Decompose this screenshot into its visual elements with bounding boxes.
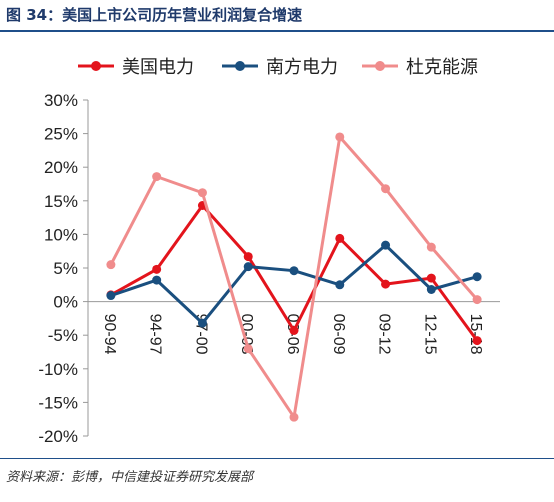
x-tick-label: 90-94 xyxy=(101,314,118,355)
legend-swatch-marker xyxy=(375,61,385,71)
data-point xyxy=(106,260,116,270)
data-point xyxy=(243,344,253,354)
data-point xyxy=(106,291,116,301)
source-note: 资料来源：彭博，中信建投证券研究发展部 xyxy=(6,470,254,485)
legend-label: 南方电力 xyxy=(266,57,338,78)
data-point xyxy=(197,318,207,328)
data-point xyxy=(152,264,162,274)
y-tick-label: -5% xyxy=(48,326,78,345)
y-tick-label: 0% xyxy=(53,293,78,312)
x-tick-label: 94-97 xyxy=(147,314,164,355)
data-point xyxy=(426,242,436,252)
data-point xyxy=(289,325,299,335)
data-point xyxy=(152,275,162,285)
data-point xyxy=(381,240,391,250)
data-point xyxy=(197,188,207,198)
data-point xyxy=(335,132,345,142)
data-point xyxy=(426,273,436,283)
y-tick-label: -20% xyxy=(38,427,78,446)
y-tick-label: 20% xyxy=(44,158,78,177)
data-point xyxy=(381,279,391,289)
legend-swatch-marker xyxy=(235,61,245,71)
x-tick-label: 09-12 xyxy=(376,314,393,355)
data-point xyxy=(426,285,436,295)
x-tick-label: 06-09 xyxy=(330,314,347,355)
chart-figure-title: 图 34：美国上市公司历年营业利润复合增速 xyxy=(6,6,303,24)
data-point xyxy=(289,412,299,422)
y-tick-label: -10% xyxy=(38,360,78,379)
data-point xyxy=(152,172,162,182)
y-tick-label: 5% xyxy=(53,259,78,278)
legend-label: 杜克能源 xyxy=(406,57,478,78)
y-tick-label: 30% xyxy=(44,91,78,110)
title-bar: 图 34：美国上市公司历年营业利润复合增速 xyxy=(0,0,554,28)
data-point xyxy=(381,184,391,194)
y-tick-label: 10% xyxy=(44,225,78,244)
title-divider xyxy=(0,30,554,32)
x-tick-label: 15-18 xyxy=(467,314,484,355)
y-tick-label: 25% xyxy=(44,125,78,144)
legend-swatch-marker xyxy=(91,61,101,71)
line-chart: 30% 25% 20% 15% 10% 5% 0% -5% -10% -15% -20% 90-94 9… xyxy=(38,57,500,446)
footer-divider xyxy=(0,458,554,459)
data-point xyxy=(472,295,482,305)
y-tick-label: 15% xyxy=(44,192,78,211)
data-point xyxy=(472,272,482,282)
x-tick-label: 12-15 xyxy=(421,314,438,355)
data-point xyxy=(472,336,482,346)
data-point xyxy=(243,262,253,272)
data-point xyxy=(335,233,345,243)
legend-label: 美国电力 xyxy=(122,57,194,78)
data-point xyxy=(335,280,345,290)
data-point xyxy=(243,252,253,262)
series-line xyxy=(109,135,479,419)
y-tick-label: -15% xyxy=(38,393,78,412)
data-point xyxy=(289,266,299,276)
